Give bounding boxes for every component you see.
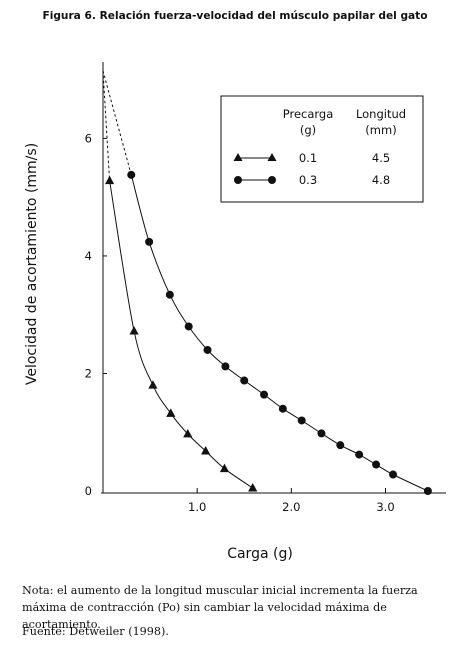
legend-row-2-longitud: 4.8 xyxy=(372,173,390,187)
circle-point xyxy=(389,470,398,479)
circle-point xyxy=(240,376,249,385)
y-tick-label: 6 xyxy=(85,131,92,145)
legend-row-2-precarga: 0.3 xyxy=(299,173,317,187)
legend-triangle-marker xyxy=(267,153,277,161)
y-tick-label: 0 xyxy=(85,484,92,498)
circle-point xyxy=(260,390,269,399)
chart-title: Figura 6. Relación fuerza-velocidad del … xyxy=(42,10,427,22)
figure-source: Fuente: Detweiler (1998). xyxy=(22,625,169,638)
triangle-point xyxy=(166,408,176,417)
fitted-curves xyxy=(102,70,429,492)
triangle-point xyxy=(183,428,193,438)
circle-point xyxy=(165,290,174,299)
legend-circle-marker xyxy=(268,176,276,184)
triangle-point xyxy=(248,483,258,492)
legend-header-precarga-unit: (g) xyxy=(300,123,316,137)
circle-point xyxy=(355,450,364,459)
circle-point xyxy=(317,429,326,438)
circle-point xyxy=(127,170,136,179)
triangle-point xyxy=(148,380,158,389)
x-tick-label: 1.0 xyxy=(188,500,206,514)
data-points xyxy=(104,170,432,495)
legend-triangle-marker xyxy=(233,153,243,161)
axes xyxy=(101,62,446,494)
triangle-point xyxy=(129,326,139,335)
circle-point xyxy=(278,404,287,413)
circle-point xyxy=(423,487,432,495)
circle-point xyxy=(372,460,381,469)
circle-point xyxy=(336,441,345,450)
force-velocity-chart: Figura 6. Relación fuerza-velocidad del … xyxy=(24,10,446,562)
x-tick-label: 2.0 xyxy=(282,500,300,514)
curve-circle xyxy=(130,174,429,492)
figure-note: Nota: el aumento de la longitud muscular… xyxy=(22,584,418,631)
legend-frame xyxy=(220,95,424,203)
y-tick-label: 2 xyxy=(85,366,92,380)
triangle-point xyxy=(104,175,115,185)
extrapolation-circle xyxy=(102,70,132,175)
circle-point xyxy=(203,345,212,354)
legend-header-longitud-unit: (mm) xyxy=(365,123,396,137)
curve-triangle xyxy=(109,180,253,489)
legend-header-precarga: Precarga xyxy=(283,107,334,121)
triangle-point xyxy=(201,446,211,455)
extrapolation-triangle xyxy=(102,70,111,181)
legend: Precarga (g) Longitud (mm) 0.1 4.5 0.3 4… xyxy=(220,95,424,203)
circle-point xyxy=(297,416,306,425)
circle-point xyxy=(184,322,193,331)
circle-point xyxy=(145,237,154,246)
legend-header-longitud: Longitud xyxy=(356,107,406,121)
legend-row-1-longitud: 4.5 xyxy=(372,151,390,165)
circle-point xyxy=(221,362,230,371)
y-axis-label: Velocidad de acortamiento (mm/s) xyxy=(24,143,40,385)
legend-circle-marker xyxy=(234,176,242,184)
legend-row-1-precarga: 0.1 xyxy=(299,151,317,165)
y-tick-label: 4 xyxy=(85,249,92,263)
axis-ticks: 1.0 2.0 3.0 0 2 4 6 xyxy=(85,131,395,514)
triangle-point xyxy=(219,463,230,473)
x-tick-label: 3.0 xyxy=(376,500,394,514)
x-axis-label: Carga (g) xyxy=(227,546,293,562)
